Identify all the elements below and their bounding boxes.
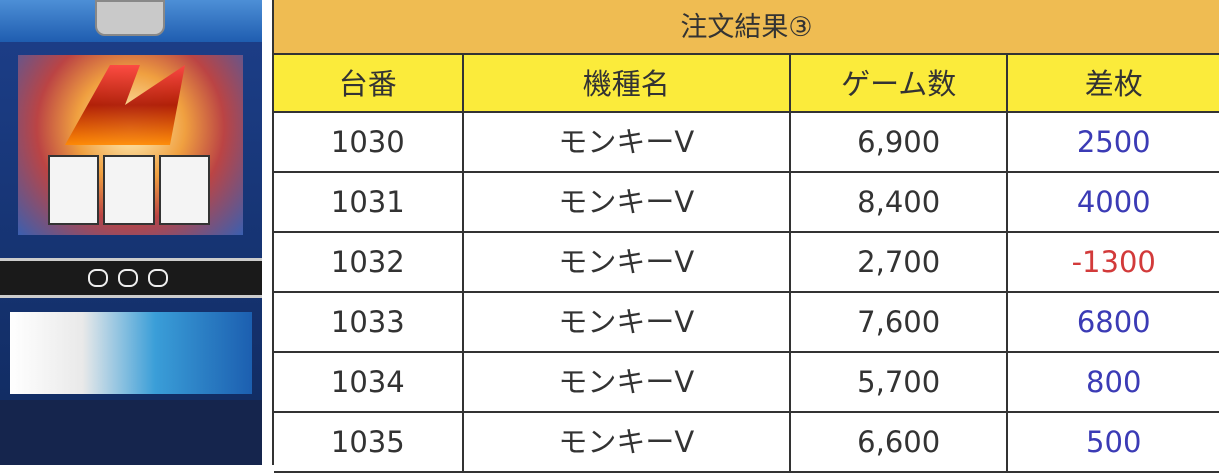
diff-cell: 2500 [1076,125,1151,159]
machine-base [0,400,262,465]
header-machine-no: 台番 [274,55,464,111]
sg-badge-logo [95,0,165,36]
games-cell: 8,400 [791,173,1009,231]
slot-machine-image [0,0,262,465]
machine-no-cell: 1035 [274,413,464,471]
model-cell: モンキーV [464,173,791,231]
games-cell: 2,700 [791,233,1009,291]
model-cell: モンキーV [464,113,791,171]
stop-button-right [148,269,168,287]
machine-no-cell: 1032 [274,233,464,291]
results-table: 注文結果③ 台番 機種名 ゲーム数 差枚 1030 モンキーV 6,900 2500 1… [272,0,1219,473]
machine-no-cell: 1033 [274,293,464,351]
header-games: ゲーム数 [791,55,1009,111]
games-cell: 6,600 [791,413,1009,471]
diff-cell: 500 [1086,425,1142,459]
stop-button-center [118,269,138,287]
machine-no-cell: 1031 [274,173,464,231]
reels [48,155,210,225]
table-title: 注文結果③ [274,0,1219,55]
games-cell: 7,600 [791,293,1009,351]
diff-cell: 4000 [1076,185,1151,219]
games-cell: 5,700 [791,353,1009,411]
games-cell: 6,900 [791,113,1009,171]
model-cell: モンキーV [464,353,791,411]
model-cell: モンキーV [464,413,791,471]
machine-no-cell: 1034 [274,353,464,411]
diff-cell: 6800 [1076,305,1151,339]
model-cell: モンキーV [464,293,791,351]
monkey-turn-v-artwork [10,312,252,394]
stop-button-left [88,269,108,287]
table-row: 1033 モンキーV 7,600 6800 [274,293,1219,353]
machine-no-cell: 1030 [274,113,464,171]
reel-center [103,155,155,225]
header-diff: 差枚 [1084,67,1143,101]
table-row: 1035 モンキーV 6,600 500 [274,413,1219,473]
reel-left [48,155,100,225]
table-row: 1032 モンキーV 2,700 -1300 [274,233,1219,293]
model-cell: モンキーV [464,233,791,291]
header-row: 台番 機種名 ゲーム数 差枚 [274,55,1219,113]
button-panel [0,258,262,298]
table-row: 1034 モンキーV 5,700 800 [274,353,1219,413]
table-row: 1031 モンキーV 8,400 4000 [274,173,1219,233]
diff-cell: -1300 [1071,245,1156,279]
reel-right [158,155,210,225]
diff-cell: 800 [1086,365,1142,399]
table-row: 1030 モンキーV 6,900 2500 [274,113,1219,173]
header-model: 機種名 [464,55,791,111]
